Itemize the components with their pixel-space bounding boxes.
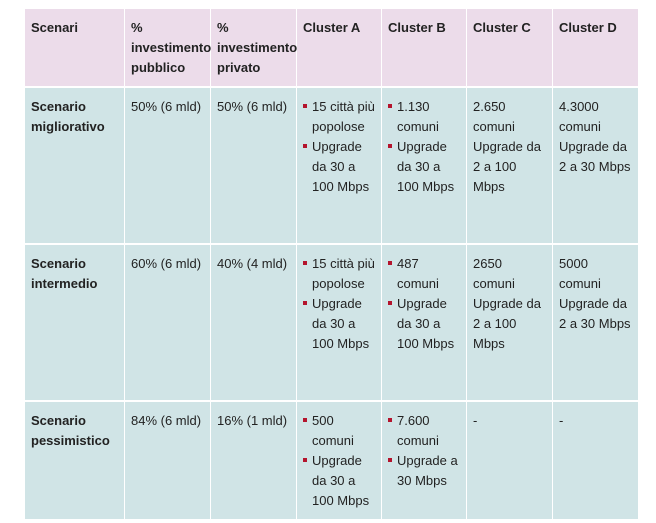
header-cell-scenari: Scenari (25, 9, 125, 88)
cluster-d-cell: - (553, 402, 638, 521)
list-item: Upgrade da 30 a 100 Mbps (388, 137, 460, 197)
list-item-text: 1.130 comuni (397, 99, 439, 134)
list-item-text: 487 comuni (397, 256, 439, 291)
bullet-list: 1.130 comuni Upgrade da 30 a 100 Mbps (388, 97, 460, 197)
bullet-marker-icon (388, 144, 392, 148)
bullet-marker-icon (303, 104, 307, 108)
list-item: 15 città più popolose (303, 254, 375, 294)
list-item: Upgrade da 30 a 100 Mbps (303, 294, 375, 354)
cluster-a-cell: 15 città più popolose Upgrade da 30 a 10… (297, 245, 382, 402)
list-item-text: Upgrade da 30 a 100 Mbps (312, 453, 370, 508)
bullet-list: 487 comuni Upgrade da 30 a 100 Mbps (388, 254, 460, 354)
header-cell-investimento-pubblico: % investimento pubblico (125, 9, 211, 88)
bullet-marker-icon (303, 301, 307, 305)
bullet-list: 15 città più popolose Upgrade da 30 a 10… (303, 97, 375, 197)
list-item: 7.600 comuni (388, 411, 460, 451)
list-item-text: Upgrade da 30 a 100 Mbps (397, 139, 455, 194)
list-item: 500 comuni (303, 411, 375, 451)
header-cell-cluster-d: Cluster D (553, 9, 638, 88)
bullet-list: 15 città più popolose Upgrade da 30 a 10… (303, 254, 375, 354)
cluster-b-cell: 1.130 comuni Upgrade da 30 a 100 Mbps (382, 88, 467, 245)
scenario-name: Scenario pessimistico (25, 402, 125, 521)
scenario-name: Scenario migliorativo (25, 88, 125, 245)
cluster-d-cell: 5000 comuni Upgrade da 2 a 30 Mbps (553, 245, 638, 402)
list-item-text: 15 città più popolose (312, 99, 375, 134)
header-cell-cluster-b: Cluster B (382, 9, 467, 88)
list-item-text: Upgrade da 30 a 100 Mbps (312, 296, 370, 351)
header-cell-cluster-c: Cluster C (467, 9, 553, 88)
list-item: Upgrade da 30 a 100 Mbps (303, 451, 375, 511)
list-item-text: Upgrade da 30 a 100 Mbps (312, 139, 370, 194)
bullet-list: 500 comuni Upgrade da 30 a 100 Mbps (303, 411, 375, 511)
bullet-marker-icon (303, 261, 307, 265)
bullet-marker-icon (388, 261, 392, 265)
list-item: Upgrade da 30 a 100 Mbps (303, 137, 375, 197)
pubblico-value: 84% (6 mld) (125, 402, 211, 521)
list-item-text: 500 comuni (312, 413, 354, 448)
list-item: Upgrade a 30 Mbps (388, 451, 460, 491)
list-item-text: Upgrade da 30 a 100 Mbps (397, 296, 455, 351)
privato-value: 50% (6 mld) (211, 88, 297, 245)
cluster-d-cell: 4.3000 comuni Upgrade da 2 a 30 Mbps (553, 88, 638, 245)
cluster-c-cell: 2.650 comuni Upgrade da 2 a 100 Mbps (467, 88, 553, 245)
scenarios-table: Scenari % investimento pubblico % invest… (25, 9, 638, 521)
pubblico-value: 50% (6 mld) (125, 88, 211, 245)
privato-value: 16% (1 mld) (211, 402, 297, 521)
table-row: Scenario pessimistico 84% (6 mld) 16% (1… (25, 402, 638, 521)
table-row: Scenario intermedio 60% (6 mld) 40% (4 m… (25, 245, 638, 402)
bullet-marker-icon (303, 418, 307, 422)
cluster-a-cell: 500 comuni Upgrade da 30 a 100 Mbps (297, 402, 382, 521)
bullet-marker-icon (388, 458, 392, 462)
cluster-a-cell: 15 città più popolose Upgrade da 30 a 10… (297, 88, 382, 245)
bullet-marker-icon (388, 104, 392, 108)
bullet-marker-icon (388, 418, 392, 422)
privato-value: 40% (4 mld) (211, 245, 297, 402)
list-item-text: 7.600 comuni (397, 413, 439, 448)
list-item-text: 15 città più popolose (312, 256, 375, 291)
scenario-name: Scenario intermedio (25, 245, 125, 402)
bullet-marker-icon (303, 458, 307, 462)
cluster-c-cell: - (467, 402, 553, 521)
table-header-row: Scenari % investimento pubblico % invest… (25, 9, 638, 88)
bullet-marker-icon (303, 144, 307, 148)
cluster-b-cell: 487 comuni Upgrade da 30 a 100 Mbps (382, 245, 467, 402)
list-item-text: Upgrade a 30 Mbps (397, 453, 458, 488)
bullet-marker-icon (388, 301, 392, 305)
header-cell-cluster-a: Cluster A (297, 9, 382, 88)
list-item: 15 città più popolose (303, 97, 375, 137)
table-row: Scenario migliorativo 50% (6 mld) 50% (6… (25, 88, 638, 245)
list-item: 487 comuni (388, 254, 460, 294)
list-item: 1.130 comuni (388, 97, 460, 137)
bullet-list: 7.600 comuni Upgrade a 30 Mbps (388, 411, 460, 491)
cluster-c-cell: 2650 comuni Upgrade da 2 a 100 Mbps (467, 245, 553, 402)
header-cell-investimento-privato: % investimento privato (211, 9, 297, 88)
pubblico-value: 60% (6 mld) (125, 245, 211, 402)
cluster-b-cell: 7.600 comuni Upgrade a 30 Mbps (382, 402, 467, 521)
list-item: Upgrade da 30 a 100 Mbps (388, 294, 460, 354)
